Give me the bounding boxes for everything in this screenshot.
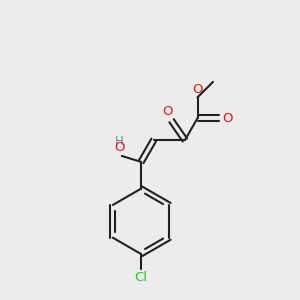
Text: O: O	[162, 105, 172, 118]
Text: H: H	[115, 135, 124, 148]
Text: O: O	[114, 142, 124, 154]
Text: O: O	[192, 82, 203, 95]
Text: Cl: Cl	[135, 271, 148, 284]
Text: O: O	[222, 112, 232, 124]
